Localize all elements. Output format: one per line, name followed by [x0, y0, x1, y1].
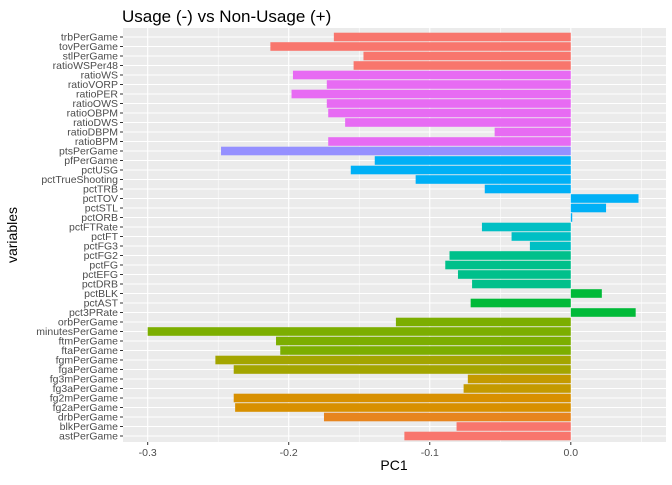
bar-pctFG — [445, 260, 571, 270]
y-tick-label: ratioDWS — [73, 117, 118, 129]
bar-pctEFG — [457, 270, 571, 279]
bar-pctORB — [570, 213, 573, 222]
y-tick-label: minutesPerGame — [36, 326, 118, 338]
bar-ratioOWS — [326, 99, 571, 108]
bar-ftaPerGame — [280, 346, 571, 355]
x-tick-label: -0.1 — [421, 447, 439, 459]
y-tick-label: pctDRB — [82, 279, 118, 291]
y-tick-label: pctFTRate — [69, 222, 118, 234]
bar-pctTOV — [570, 194, 639, 203]
y-axis-title: variables — [4, 207, 20, 263]
y-tick-label: fg2aPerGame — [53, 402, 119, 414]
y-tick-label: pfPerGame — [64, 155, 118, 167]
bar-fgaPerGame — [233, 365, 571, 374]
y-tick-label: pctBLK — [84, 288, 118, 300]
y-tick-label: ratioOWS — [72, 98, 118, 110]
bar-pct3PRate — [570, 308, 636, 317]
bar-fg2aPerGame — [235, 403, 571, 412]
bar-ratioWS — [292, 70, 571, 80]
bar-pctFG3 — [529, 241, 571, 251]
y-tick-label: pct3PRate — [69, 307, 118, 319]
x-tick-label: 0.0 — [563, 447, 578, 459]
y-tick-label: fg3aPerGame — [53, 383, 119, 395]
y-tick-label: fgmPerGame — [56, 355, 119, 367]
bar-pctTRB — [484, 184, 571, 194]
bar-pctBLK — [570, 289, 602, 298]
y-tick-label: drbPerGame — [58, 412, 118, 424]
bar-pfPerGame — [374, 156, 571, 165]
x-axis-title: PC1 — [380, 457, 407, 473]
y-tick-label: pctORB — [81, 212, 118, 224]
y-tick-label: ftmPerGame — [58, 336, 118, 348]
y-tick-label: ratioWSPer48 — [53, 60, 119, 72]
bar-ratioDBPM — [494, 127, 571, 137]
bar-astPerGame — [404, 431, 571, 441]
y-tick-label: pctFT — [91, 231, 118, 243]
bar-ratioBPM — [328, 137, 571, 146]
y-tick-label: pctTrueShooting — [41, 174, 118, 186]
y-tick-label: blkPerGame — [60, 421, 119, 433]
bar-fg3mPerGame — [467, 374, 571, 384]
bar-drbPerGame — [323, 412, 571, 422]
bar-orbPerGame — [395, 317, 571, 327]
y-tick-label: pctFG2 — [84, 250, 119, 262]
y-tick-label: ftaPerGame — [61, 345, 118, 357]
bar-pctDRB — [472, 279, 571, 289]
y-tick-label: pctTOV — [83, 193, 118, 205]
x-axis-labels: -0.3 -0.2 -0.1 0.0 — [139, 442, 578, 459]
bar-ratioOBPM — [328, 108, 571, 118]
y-tick-label: fg2mPerGame — [50, 393, 118, 405]
x-tick-label: -0.3 — [139, 447, 157, 459]
y-tick-label: pctAST — [84, 298, 119, 310]
bar-minutesPerGame — [147, 327, 571, 336]
y-tick-label: ratioWS — [81, 70, 118, 82]
y-tick-label: pctFG3 — [84, 241, 119, 253]
bar-pctFT — [511, 232, 571, 241]
bar-fgmPerGame — [215, 355, 571, 365]
y-tick-label: ratioPER — [76, 89, 118, 101]
y-tick-label: ptsPerGame — [59, 146, 118, 158]
bars-group — [147, 32, 639, 441]
y-tick-label: trbPerGame — [61, 32, 118, 44]
x-tick-label: -0.2 — [280, 447, 298, 459]
y-tick-label: fg3mPerGame — [50, 374, 118, 386]
y-tick-label: pctFG — [89, 260, 118, 272]
y-tick-label: stlPerGame — [63, 51, 119, 63]
y-tick-label: pctEFG — [82, 269, 118, 281]
bar-fg3aPerGame — [463, 384, 571, 393]
y-tick-label: ratioOBPM — [67, 108, 118, 120]
y-tick-label: fgaPerGame — [58, 364, 118, 376]
y-tick-label: ratioBPM — [75, 136, 118, 148]
bar-fg2mPerGame — [233, 393, 571, 403]
bar-pctUSG — [350, 165, 571, 175]
y-tick-label: ratioVORP — [68, 79, 118, 91]
bar-ratioDWS — [345, 118, 571, 127]
y-tick-label: orbPerGame — [58, 317, 118, 329]
y-tick-label: astPerGame — [59, 431, 118, 443]
bar-ftmPerGame — [276, 336, 571, 346]
bar-trbPerGame — [333, 32, 571, 42]
y-tick-label: pctSTL — [85, 203, 118, 215]
bar-pctFTRate — [481, 222, 571, 232]
y-axis-labels: trbPerGametovPerGamestlPerGameratioWSPer… — [36, 32, 123, 443]
y-tick-label: ratioDBPM — [67, 127, 118, 139]
bar-ratioPER — [291, 89, 571, 99]
bar-pctSTL — [570, 203, 607, 213]
y-tick-label: pctTRB — [83, 184, 118, 196]
bar-blkPerGame — [456, 422, 571, 431]
y-tick-label: pctUSG — [81, 165, 118, 177]
bar-ratioVORP — [326, 80, 571, 89]
bar-pctTrueShooting — [415, 175, 571, 184]
bar-pctAST — [470, 298, 571, 308]
bar-pctFG2 — [449, 251, 571, 260]
chart-title: Usage (-) vs Non-Usage (+) — [122, 7, 331, 26]
y-tick-label: tovPerGame — [59, 41, 118, 53]
bar-ptsPerGame — [221, 146, 571, 156]
bar-stlPerGame — [363, 51, 571, 61]
bar-ratioWSPer48 — [353, 61, 571, 70]
bar-tovPerGame — [270, 42, 571, 51]
